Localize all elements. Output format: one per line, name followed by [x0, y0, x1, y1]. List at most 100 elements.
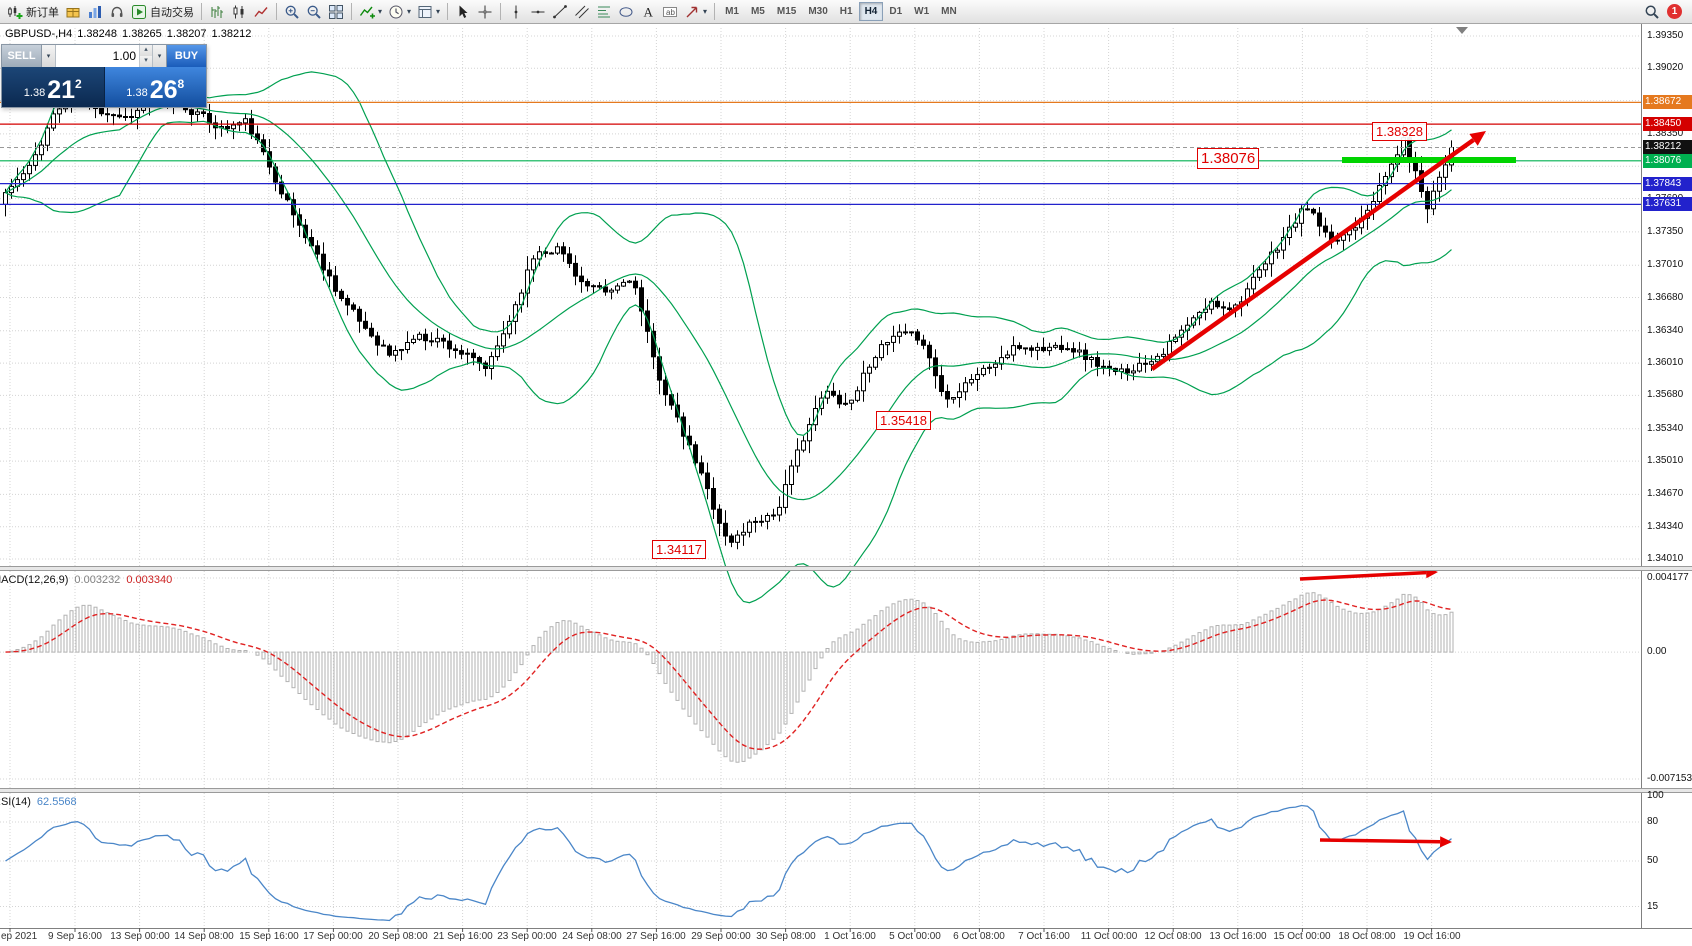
sell-button[interactable]: SELL [2, 45, 42, 67]
timeframe-m30-button[interactable]: M30 [808, 6, 828, 17]
new-order-button[interactable]: 新订单 [4, 2, 62, 22]
bar-chart-button[interactable] [206, 2, 228, 22]
time-axis-label: 18 Oct 08:00 [1338, 931, 1396, 942]
price-line-tag[interactable]: 1.37631 [1643, 197, 1692, 211]
auto-trading-button[interactable]: 自动交易 [128, 2, 197, 22]
indicators-menu-button[interactable]: ▾ [356, 2, 385, 22]
time-axis-label: 17 Sep 00:00 [303, 931, 363, 942]
price-axis-label: 1.34670 [1647, 488, 1684, 499]
macd-signal-value: 0.003340 [126, 574, 173, 586]
time-axis-label: ep 2021 [1, 931, 38, 942]
chevron-down-icon: ▾ [378, 6, 383, 16]
macd-name: MACD(12,26,9) [0, 574, 69, 586]
rsi-axis-label: 50 [1647, 855, 1659, 866]
buy-price-button[interactable]: 1.38 26 8 [103, 67, 206, 107]
time-axis-label: 19 Oct 16:00 [1403, 931, 1461, 942]
line-chart-button[interactable] [250, 2, 272, 22]
templates-menu-button[interactable]: ▾ [414, 2, 443, 22]
channel-icon [574, 4, 590, 20]
chevron-down-icon: ▾ [407, 6, 412, 16]
periods-menu-button[interactable]: ▾ [385, 2, 414, 22]
trend-arrow[interactable] [1150, 131, 1486, 371]
text-tool-button[interactable]: A [637, 2, 659, 22]
timeframe-h4-button[interactable]: H4 [858, 2, 884, 21]
price-line-tag[interactable]: 1.37843 [1643, 177, 1692, 191]
price-line-tag[interactable]: 1.38212 [1643, 140, 1692, 154]
rsi-axis-label: 80 [1647, 816, 1659, 827]
sell-options-dropdown[interactable]: ▾ [42, 45, 56, 67]
time-axis-label: 29 Sep 00:00 [691, 931, 751, 942]
timeframe-w1-button[interactable]: W1 [914, 6, 930, 17]
new-order-button-label: 新订单 [26, 6, 59, 19]
trend-arrow[interactable] [1319, 836, 1452, 848]
volume-input[interactable] [56, 45, 152, 67]
zoom-out-icon [306, 4, 322, 20]
vertical-line-tool-button[interactable] [505, 2, 527, 22]
candlestick-chart-button[interactable] [228, 2, 250, 22]
ohlc-high: 1.38265 [122, 28, 162, 40]
price-line-tag[interactable]: 1.38450 [1643, 117, 1692, 131]
buy-button[interactable]: BUY [166, 45, 206, 67]
arrow-tools-button[interactable]: ▾ [681, 2, 710, 22]
panel-divider-two[interactable] [0, 788, 1692, 793]
rsi-name: RSI(14) [0, 796, 31, 808]
toolbar-separator [201, 3, 202, 20]
tile-windows-button[interactable] [325, 2, 347, 22]
price-line-tag[interactable]: 1.38672 [1643, 95, 1692, 109]
zoom-in-button[interactable] [281, 2, 303, 22]
price-annotation[interactable]: 1.38328 [1372, 122, 1427, 141]
vertical-line-icon [508, 4, 524, 20]
price-annotation[interactable]: 1.35418 [876, 411, 931, 430]
fibonacci-tool-button[interactable] [593, 2, 615, 22]
cursor-tool-button[interactable] [452, 2, 474, 22]
fibonacci-icon [596, 4, 612, 20]
macd-axis-label: -0.007153 [1647, 773, 1692, 784]
buy-options-dropdown[interactable]: ▾ [152, 45, 166, 67]
price-annotation[interactable]: 1.38076 [1197, 148, 1260, 169]
search-icon[interactable] [1644, 4, 1660, 20]
price-line-tag[interactable]: 1.38076 [1643, 154, 1692, 168]
timeframe-mn-button[interactable]: MN [941, 6, 957, 17]
timeframe-h1-button[interactable]: H1 [839, 6, 853, 17]
support-button[interactable] [106, 2, 128, 22]
chevron-down-icon: ▾ [703, 6, 708, 16]
trendline-tool-button[interactable] [549, 2, 571, 22]
panel-divider-one[interactable] [0, 566, 1692, 571]
timeframe-m5-button[interactable]: M5 [750, 6, 765, 17]
rsi-axis-label: 15 [1647, 901, 1659, 912]
volume-up-button[interactable]: ▴ [140, 45, 152, 56]
ohlc-open: 1.38248 [77, 28, 118, 40]
macd-main-value: 0.003232 [74, 574, 121, 586]
horizontal-line-tool-button[interactable] [527, 2, 549, 22]
chart-shift-marker[interactable] [1456, 27, 1468, 34]
notification-badge[interactable]: 1 [1667, 4, 1682, 19]
timeframe-d1-button[interactable]: D1 [889, 6, 903, 17]
sell-price-button[interactable]: 1.38 21 2 [2, 67, 104, 107]
time-axis-label: 12 Oct 08:00 [1144, 931, 1202, 942]
volume-down-button[interactable]: ▾ [140, 56, 152, 67]
macd-histogram [9, 592, 1454, 763]
channel-tool-button[interactable] [571, 2, 593, 22]
time-axis-label: 15 Oct 00:00 [1273, 931, 1331, 942]
price-annotation[interactable]: 1.34117 [652, 540, 707, 559]
text-icon: A [640, 4, 656, 20]
svg-text:ab: ab [666, 7, 675, 16]
text-label-icon: ab [662, 4, 678, 20]
crosshair-tool-button[interactable] [474, 2, 496, 22]
chevron-down-icon: ▾ [157, 53, 162, 60]
zoom-out-button[interactable] [303, 2, 325, 22]
data-window-button[interactable] [84, 2, 106, 22]
time-axis-label: 30 Sep 08:00 [756, 931, 816, 942]
time-axis-label: 24 Sep 08:00 [562, 931, 622, 942]
shapes-tool-button[interactable] [615, 2, 637, 22]
line-chart-icon [253, 4, 269, 20]
timeframe-m15-button[interactable]: M15 [776, 6, 797, 17]
market-watch-button[interactable] [62, 2, 84, 22]
timeframe-m1-button[interactable]: M1 [725, 6, 739, 17]
text-label-tool-button[interactable]: ab [659, 2, 681, 22]
svg-text:A: A [644, 4, 654, 19]
macd-indicator-label: MACD(12,26,9) 0.003232 0.003340 [0, 574, 178, 586]
chevron-down-icon: ▾ [46, 53, 51, 60]
sell-price-main: 21 [47, 76, 76, 104]
